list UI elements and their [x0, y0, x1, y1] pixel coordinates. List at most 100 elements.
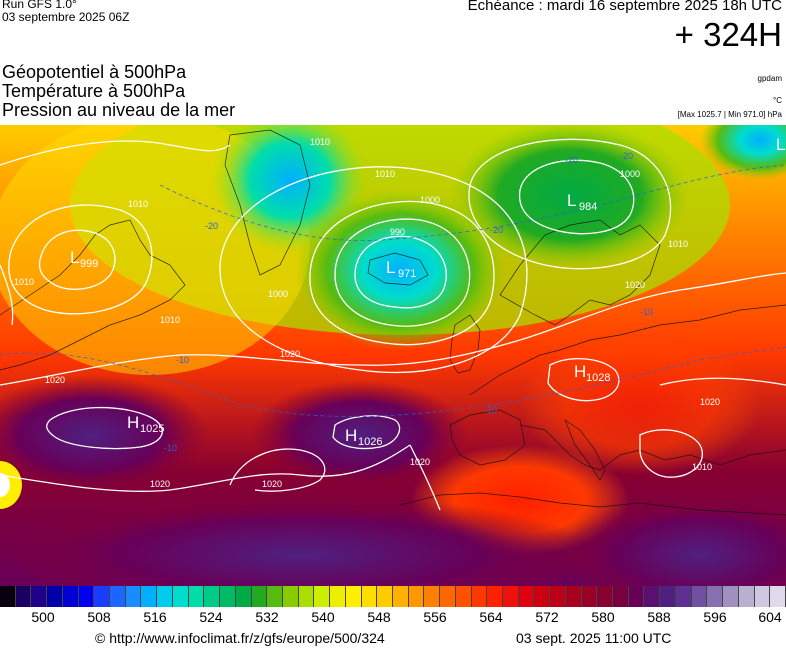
colorbar-swatch	[723, 586, 739, 607]
ridge-zone-se	[560, 495, 786, 586]
svg-text:971: 971	[398, 268, 416, 280]
pressure-center-low-999: L 999	[70, 248, 98, 270]
pressure-center-high-1028: H 1028	[574, 362, 610, 384]
temperature-label: -10	[484, 405, 497, 415]
colorbar-swatch	[691, 586, 708, 607]
colorbar-swatch	[471, 586, 488, 607]
colorbar-tick-label: 596	[703, 609, 727, 625]
svg-text:984: 984	[579, 201, 597, 213]
isobar-1020-south	[0, 444, 411, 492]
svg-text:L: L	[70, 248, 79, 267]
temperature-label: -20	[620, 151, 633, 161]
colorbar-tick-label: 548	[367, 609, 391, 625]
svg-text:L: L	[386, 258, 395, 277]
issued-time: 03 sept. 2025 11:00 UTC	[516, 630, 672, 646]
isobar-1020-loop-west	[229, 448, 326, 492]
field-pressure: Pression au niveau de la mer	[2, 100, 236, 120]
colorbar-swatch	[597, 586, 614, 607]
colorbar-tick-label: 516	[143, 609, 167, 625]
unit-pressure-range: [Max 1025.7 | Min 971.0] hPa	[677, 110, 782, 119]
isobar-ring-high-1028	[547, 358, 620, 402]
isobar-1010-north	[0, 140, 231, 166]
coastline-italy	[564, 419, 606, 481]
isobar-label: 1000	[620, 169, 640, 179]
coastline-iceland	[367, 252, 429, 286]
cold-core-atlantic	[295, 190, 505, 350]
colorbar-swatch	[660, 586, 676, 607]
colorbar-swatch	[298, 586, 315, 607]
isobar-ring-low-984-b	[468, 138, 672, 270]
run-title: Run GFS 1.0°	[2, 0, 77, 11]
colorbar-swatch	[345, 586, 362, 607]
colorbar-tick-label: 532	[255, 609, 279, 625]
colorbar-tick-label: 572	[535, 609, 559, 625]
warm-zone-central	[520, 335, 760, 475]
colorbar-labels: 500 508 516 524 532 540 548 556 564 572 …	[0, 609, 786, 625]
isobar-labels: 1010 1010 1010 1010 1000 1000 990 1000 1…	[14, 137, 720, 489]
colorbar-tick-label: 540	[311, 609, 335, 625]
colorbar-swatch	[330, 586, 346, 607]
colorbar-swatch	[78, 586, 95, 607]
colorbar-swatch	[770, 586, 786, 607]
colorbar-tick-label: 580	[591, 609, 615, 625]
isobar-1020-east	[659, 377, 786, 386]
colorbar-swatch	[424, 586, 441, 607]
temperature-isotherms	[0, 164, 786, 417]
isobar-label: 1020	[150, 479, 170, 489]
colorbar	[0, 586, 786, 607]
colorbar-swatch	[15, 586, 32, 607]
weather-map: L 999 L 971 L 984 L H 1025 H 1026 H 1028…	[0, 125, 786, 586]
colorbar-swatch	[31, 586, 48, 607]
colorbar-swatch	[188, 586, 205, 607]
colorbar-swatch	[377, 586, 393, 607]
run-date: 03 septembre 2025 06Z	[2, 10, 130, 24]
colorbar-swatch	[392, 586, 409, 607]
colorbar-swatch	[644, 586, 661, 607]
colorbar-swatch	[204, 586, 221, 607]
isobar-label: 1010	[668, 239, 688, 249]
temperature-label: -10	[164, 443, 177, 453]
colorbar-tick-label: 508	[87, 609, 111, 625]
isobar-label: 1020	[625, 280, 645, 290]
isobar-1020-band	[0, 272, 786, 386]
colorbar-swatch	[738, 586, 755, 607]
isobar-ring-low-999	[38, 229, 116, 290]
colorbar-swatch	[251, 586, 268, 607]
colorbar-swatch	[47, 586, 63, 607]
temperature-labels: -20 -20 -20 -20 -10 -10 -10 -10	[164, 151, 653, 453]
coastline-europe	[469, 304, 786, 396]
colorbar-tick-label: 524	[199, 609, 223, 625]
colorbar-swatch	[141, 586, 158, 607]
isobar-ring-high-1025	[46, 406, 163, 450]
isobar-label: 1010	[692, 462, 712, 472]
colorbar-swatch	[314, 586, 331, 607]
colorbar-swatch	[518, 586, 535, 607]
isobar-ring-low-971-c	[309, 200, 495, 346]
isobar-label: 1000	[268, 289, 288, 299]
svg-text:H: H	[127, 413, 139, 432]
pressure-center-low-984: L 984	[567, 191, 597, 213]
cold-core-ne	[700, 125, 786, 180]
isobar-ring-low-971-a	[354, 235, 447, 309]
colorbar-swatch	[235, 586, 252, 607]
svg-text:L: L	[567, 191, 576, 210]
coastline-mediterranean	[519, 424, 786, 471]
isobar-ring-low-999-b	[8, 204, 153, 315]
colorbar-swatch	[94, 586, 111, 607]
colorbar-tick-label: 604	[758, 609, 782, 625]
colorbar-swatch	[534, 586, 551, 607]
coastlines	[0, 129, 786, 516]
pressure-center-low-ne: L	[776, 135, 785, 154]
isobar-1010-east	[639, 429, 703, 478]
colorbar-swatch	[487, 586, 503, 607]
pressure-center-high-1025: H 1025	[127, 413, 164, 435]
pressure-center-low-971: L 971	[386, 258, 416, 280]
colorbar-swatch	[440, 586, 456, 607]
colorbar-swatch	[455, 586, 472, 607]
unit-geopotential: gpdam	[757, 74, 782, 83]
colorbar-swatch	[110, 586, 126, 607]
svg-text:1025: 1025	[140, 423, 164, 435]
colorbar-swatch	[675, 586, 692, 607]
coastline-north-africa	[399, 492, 786, 516]
isobar-label: 1000	[420, 195, 440, 205]
